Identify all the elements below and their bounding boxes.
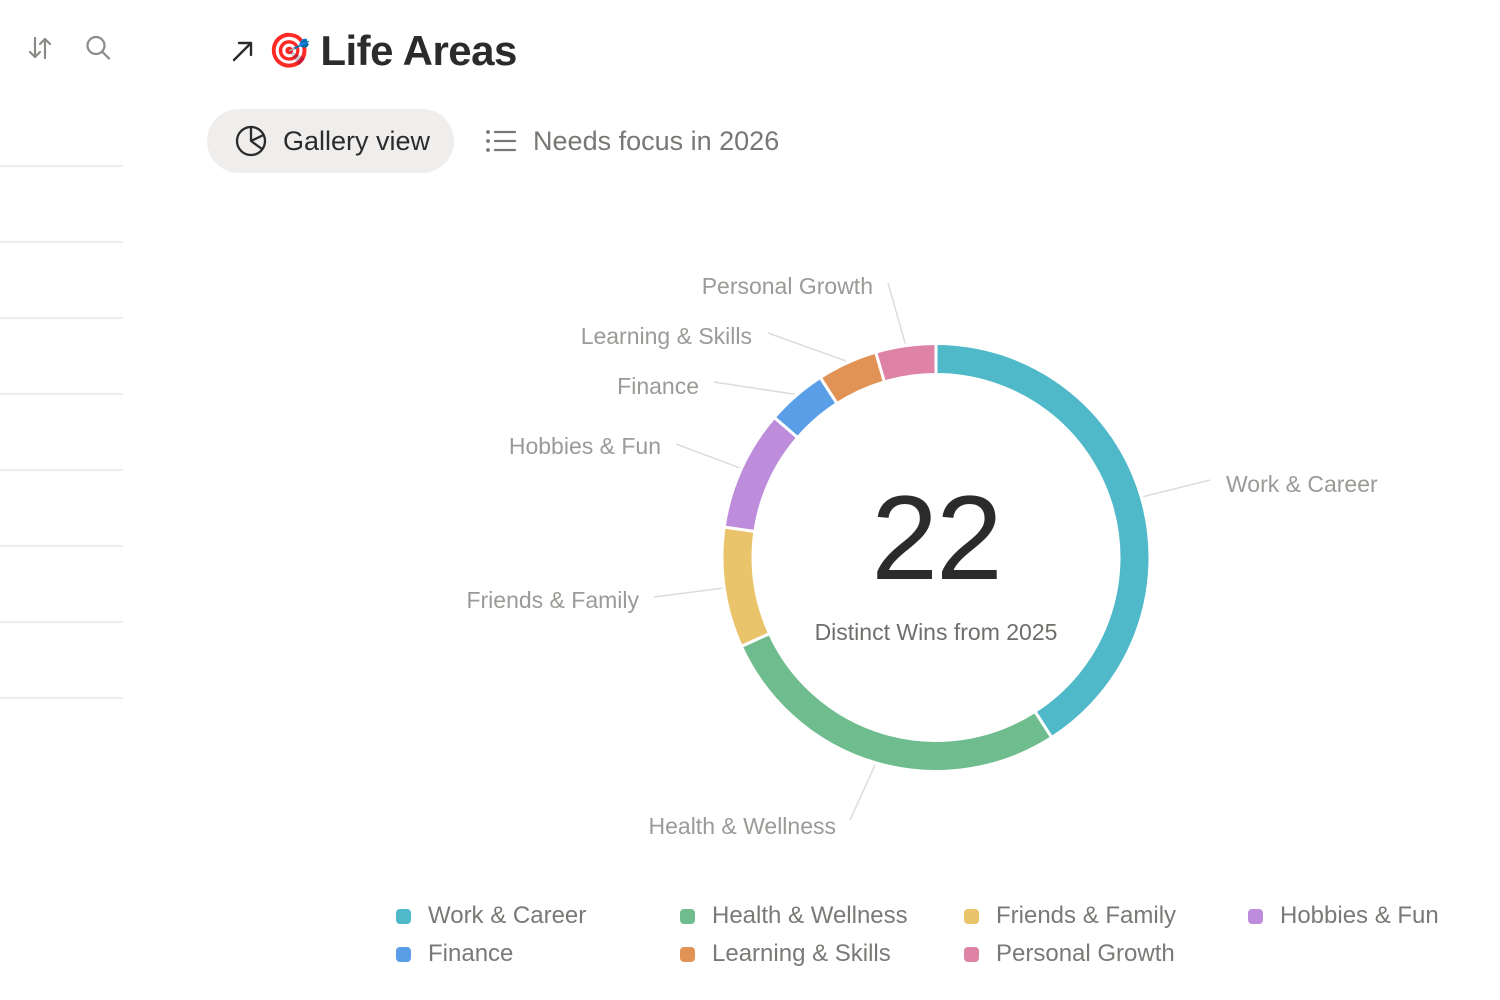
sidebar xyxy=(0,0,124,1000)
list-icon xyxy=(484,124,518,158)
arrow-up-right-icon[interactable] xyxy=(228,36,258,66)
donut-slice[interactable] xyxy=(722,415,800,534)
tab-needs-focus[interactable]: Needs focus in 2026 xyxy=(472,109,803,173)
sidebar-row-divider xyxy=(0,469,123,471)
legend-label: Work & Career xyxy=(428,902,587,929)
slice-label: Health & Wellness xyxy=(649,813,837,839)
legend-item[interactable]: Friends & Family xyxy=(964,902,1176,930)
tab-label: Needs focus in 2026 xyxy=(533,125,780,156)
sidebar-row-divider xyxy=(0,317,123,319)
legend-swatch-icon xyxy=(680,908,695,924)
sidebar-toolbar xyxy=(24,32,114,64)
leader-line xyxy=(1143,479,1211,498)
center-total: 22 xyxy=(871,471,1002,605)
legend-label: Finance xyxy=(428,940,514,967)
legend-item[interactable]: Personal Growth xyxy=(964,940,1175,968)
leader-line xyxy=(887,282,906,344)
legend-label: Hobbies & Fun xyxy=(1280,902,1439,929)
legend-item[interactable]: Health & Wellness xyxy=(680,902,908,930)
donut-slice[interactable] xyxy=(873,341,938,384)
slice-label: Finance xyxy=(617,373,699,399)
slice-label: Hobbies & Fun xyxy=(509,433,661,459)
leader-line xyxy=(713,381,795,395)
donut-slice[interactable] xyxy=(934,341,1152,740)
legend-swatch-icon xyxy=(964,908,979,924)
tab-label: Gallery view xyxy=(283,125,431,156)
sidebar-row-divider xyxy=(0,621,123,623)
legend-swatch-icon xyxy=(396,908,411,924)
sort-arrows-icon[interactable] xyxy=(24,32,56,64)
slice-label: Friends & Family xyxy=(466,587,639,613)
leader-line xyxy=(675,443,740,469)
sidebar-row-divider xyxy=(0,545,123,547)
donut-slice[interactable] xyxy=(739,631,1054,773)
leader-line xyxy=(767,332,847,362)
leader-line xyxy=(849,764,876,821)
page-header: 🎯 Life Areas xyxy=(228,26,517,76)
legend-label: Health & Wellness xyxy=(712,902,908,929)
pie-chart-icon xyxy=(234,124,268,158)
sidebar-row-divider xyxy=(0,393,123,395)
center-caption: Distinct Wins from 2025 xyxy=(814,619,1058,645)
view-tabs: Gallery view Needs focus in 2026 xyxy=(207,109,803,173)
legend-swatch-icon xyxy=(680,946,695,962)
page-title: Life Areas xyxy=(320,27,517,74)
target-emoji-icon: 🎯 xyxy=(268,32,311,70)
sidebar-row-divider xyxy=(0,697,123,699)
legend-item[interactable]: Hobbies & Fun xyxy=(1248,902,1439,930)
sidebar-row-divider xyxy=(0,241,123,243)
sidebar-row-divider xyxy=(0,165,123,167)
slice-label: Work & Career xyxy=(1226,471,1378,497)
legend-swatch-icon xyxy=(396,946,411,962)
legend-label: Learning & Skills xyxy=(712,940,891,967)
leader-line xyxy=(653,587,723,598)
legend-swatch-icon xyxy=(964,946,979,962)
search-icon[interactable] xyxy=(82,32,114,64)
donut-slice[interactable] xyxy=(720,525,772,649)
slice-label: Learning & Skills xyxy=(581,323,752,349)
slice-label: Personal Growth xyxy=(702,273,873,299)
legend-label: Friends & Family xyxy=(996,902,1177,929)
tab-gallery-view[interactable]: Gallery view xyxy=(207,109,455,173)
legend-swatch-icon xyxy=(1248,908,1263,924)
legend-item[interactable]: Learning & Skills xyxy=(680,940,891,968)
legend-label: Personal Growth xyxy=(996,940,1175,967)
legend-item[interactable]: Finance xyxy=(396,940,513,968)
legend-item[interactable]: Work & Career xyxy=(396,902,586,930)
